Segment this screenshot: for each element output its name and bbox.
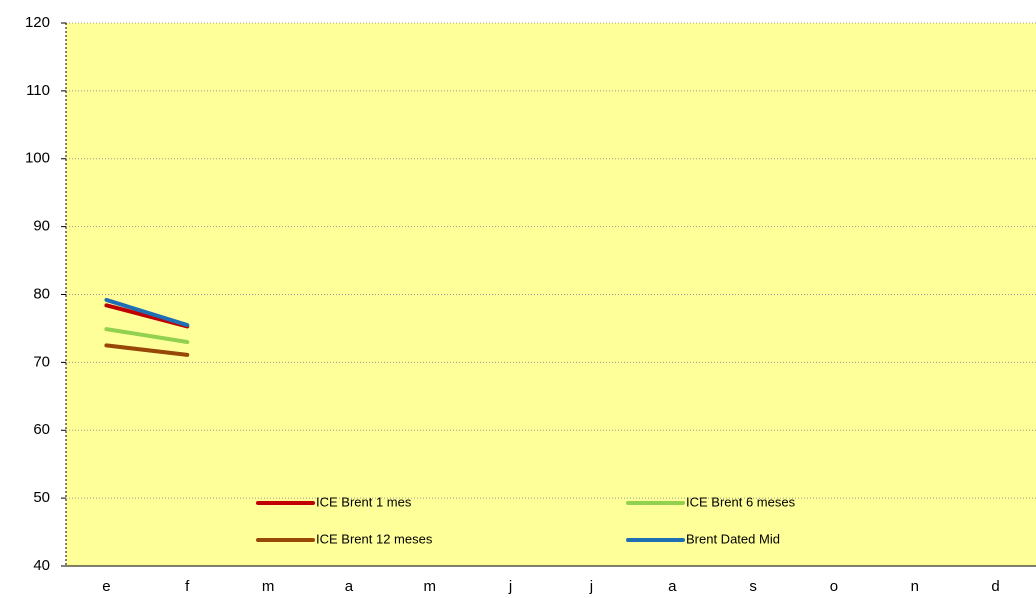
y-tick-label: 80: [33, 285, 50, 302]
x-tick-label: m: [262, 578, 275, 595]
y-tick-label: 60: [33, 421, 50, 438]
series-line: [104, 297, 190, 328]
legend-label: ICE Brent 1 mes: [316, 494, 412, 509]
y-tick-label: 90: [33, 218, 50, 235]
series-line: [104, 327, 190, 345]
y-tick-label: 70: [33, 353, 50, 370]
x-tick-label: e: [102, 578, 110, 595]
series-line: [104, 343, 190, 357]
legend-label: ICE Brent 6 meses: [686, 494, 796, 509]
x-tick-label: s: [749, 578, 757, 595]
legend-label: ICE Brent 12 meses: [316, 531, 433, 546]
y-tick-label: 110: [26, 82, 50, 99]
x-tick-label: j: [508, 578, 512, 595]
x-tick-label: d: [991, 578, 999, 595]
x-tick-label: a: [668, 578, 677, 595]
y-tick-label: 50: [33, 489, 50, 506]
x-tick-label: a: [345, 578, 354, 595]
y-tick-label: 120: [25, 14, 50, 31]
plot-area: [66, 23, 1036, 566]
x-tick-label: m: [424, 578, 437, 595]
y-tick-label: 40: [33, 557, 50, 574]
x-tick-label: n: [911, 578, 919, 595]
legend-label: Brent Dated Mid: [686, 531, 780, 546]
y-tick-label: 100: [25, 150, 50, 167]
x-tick-label: j: [589, 578, 593, 595]
x-tick-label: f: [185, 578, 190, 595]
x-tick-label: o: [830, 578, 838, 595]
